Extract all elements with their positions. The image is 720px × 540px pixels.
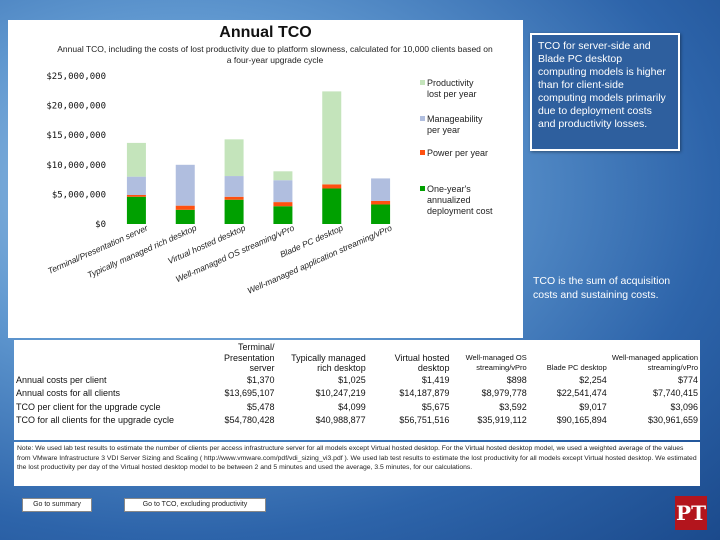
table-cell: $1,419: [421, 374, 450, 385]
table-cell: $7,740,415: [652, 388, 698, 398]
bar-segment: [371, 200, 391, 205]
table-cell: $3,592: [499, 401, 527, 412]
table-cell: $898: [506, 374, 527, 385]
table-row: Annual costs per client $1,370 $1,025 $1…: [14, 374, 700, 388]
legend-swatch: [420, 150, 425, 155]
bar-segment: [273, 202, 293, 207]
table-cell: $3,096: [670, 401, 698, 412]
bar-segment: [371, 204, 391, 224]
bar-segment: [126, 196, 146, 224]
y-tick-label: $25,000,000: [46, 72, 106, 82]
table-cell: $30,961,659: [647, 415, 698, 425]
y-tick-label: $0: [95, 220, 106, 230]
table-cell: $13,695,107: [224, 388, 275, 398]
y-tick-label: $20,000,000: [46, 102, 106, 112]
legend-swatch: [420, 186, 425, 191]
legend-swatch: [420, 80, 425, 85]
chart-panel: [8, 20, 523, 338]
table-panel: [14, 340, 700, 440]
table-cell: $22,541,474: [556, 388, 607, 398]
y-tick-label: $5,000,000: [52, 190, 106, 200]
bar-segment: [224, 199, 244, 224]
column-header: Well-managed OS streaming/vPro: [465, 352, 527, 373]
table-row: Annual costs for all clients $13,695,107…: [14, 387, 700, 401]
row-label: Annual costs for all clients: [16, 388, 121, 398]
bar-segment: [322, 91, 342, 185]
table-cell: $2,254: [579, 374, 607, 385]
legend-label: Productivity lost per year: [427, 78, 477, 99]
column-header: Blade PC desktop: [546, 363, 607, 372]
table-cell: $90,165,894: [556, 415, 607, 425]
row-label: Annual costs per client: [16, 374, 107, 385]
legend-label: One-year's annualized deployment cost: [427, 184, 493, 216]
table-cell: $8,979,778: [481, 388, 527, 398]
table-header-row: Terminal/ Presentation server Typically …: [14, 342, 700, 374]
y-tick-label: $15,000,000: [46, 131, 106, 141]
bar-segment: [371, 178, 391, 201]
bar-segment: [126, 142, 146, 177]
table-cell: $1,025: [338, 374, 366, 385]
bar-segment: [175, 164, 195, 206]
table-row: TCO for all clients for the upgrade cycl…: [14, 414, 700, 428]
table-cell: $10,247,219: [315, 388, 366, 398]
bar-segment: [224, 139, 244, 177]
table-cell: $40,988,877: [315, 415, 366, 425]
table-cell: $14,187,879: [399, 388, 450, 398]
bar-segment: [175, 205, 195, 210]
table-cell: $56,751,516: [399, 415, 450, 425]
table-cell: $4,099: [338, 401, 366, 412]
table-cell: $9,017: [579, 401, 607, 412]
table-cell: $5,675: [421, 401, 450, 412]
go-to-tco-excluding-productivity-button[interactable]: Go to TCO, excluding productivity: [124, 498, 266, 512]
pt-logo: PT: [675, 496, 707, 530]
bar-segment: [126, 176, 146, 195]
table-row: TCO per client for the upgrade cycle $5,…: [14, 401, 700, 415]
column-header: Virtual hosted desktop: [394, 352, 450, 374]
chart-subtitle: Annual TCO, including the costs of lost …: [57, 44, 493, 65]
bar-segment: [273, 171, 293, 181]
bar-segment: [273, 180, 293, 203]
footnote: Note: We used lab test results to estima…: [14, 442, 700, 486]
bar-segment: [224, 176, 244, 197]
column-header: Typically managed rich desktop: [291, 352, 366, 374]
bar-segment: [126, 194, 146, 197]
row-label: TCO per client for the upgrade cycle: [16, 401, 161, 412]
table-corner: [14, 342, 195, 374]
row-label: TCO for all clients for the upgrade cycl…: [16, 415, 175, 425]
table-cell: $35,919,112: [477, 415, 527, 425]
legend-label: Manageability per year: [427, 114, 483, 135]
chart-title: Annual TCO: [219, 24, 312, 41]
bar-segment: [175, 209, 195, 224]
tco-sum-note: TCO is the sum of acquisition costs and …: [533, 275, 671, 301]
table-cell: $5,478: [246, 401, 275, 412]
costs-table: Terminal/ Presentation server Typically …: [14, 342, 700, 428]
table-cell: $54,780,428: [224, 415, 275, 425]
legend-label: Power per year: [427, 148, 488, 158]
bar-segment: [322, 184, 342, 189]
bar-segment: [273, 206, 293, 224]
bar-segment: [224, 196, 244, 200]
callout-box: TCO for server-side and Blade PC desktop…: [530, 33, 680, 151]
table-cell: $1,370: [246, 374, 275, 385]
y-tick-label: $10,000,000: [46, 161, 106, 171]
legend-swatch: [420, 116, 425, 121]
column-header: Terminal/ Presentation server: [223, 342, 275, 373]
go-to-summary-button[interactable]: Go to summary: [22, 498, 92, 512]
column-header: Well-managed application streaming/vPro: [611, 352, 698, 373]
bar-segment: [322, 188, 342, 224]
annual-tco-chart: $0 $5,000,000 $10,000,000 $15,000,000 $20,00…: [46, 72, 493, 296]
table-cell: $774: [677, 374, 698, 385]
